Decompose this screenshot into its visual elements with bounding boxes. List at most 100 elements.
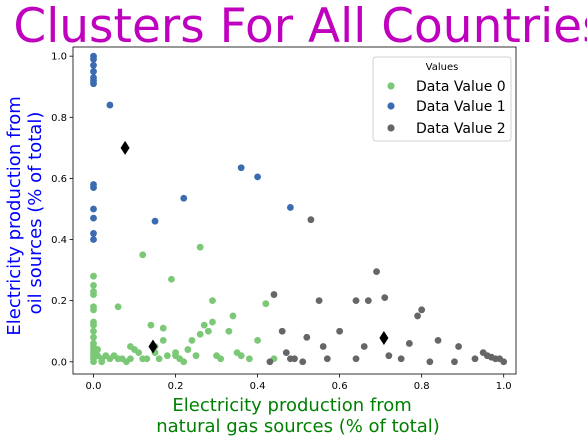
point-series-0 [201,322,208,329]
x-tick-label: 0.6 [332,381,348,392]
point-series-1 [90,236,97,243]
y-axis-label-line-1: Electricity production from [4,96,25,335]
point-series-2 [398,355,405,362]
legend-label-0: Data Value 0 [416,79,506,95]
point-series-0 [127,355,134,362]
y-tick-label: 0.4 [51,235,67,246]
point-series-2 [361,343,368,350]
point-series-2 [316,297,323,304]
point-series-2 [279,328,286,335]
point-series-0 [160,337,167,344]
y-tick-label: 1.0 [51,52,67,63]
point-series-2 [336,328,343,335]
point-series-2 [385,352,392,359]
point-series-1 [90,68,97,75]
point-series-0 [254,337,261,344]
point-series-1 [90,206,97,213]
point-series-0 [205,328,212,335]
x-axis-label: Electricity production from natural gas … [156,395,440,437]
x-axis: 0.0 0.2 0.4 0.6 0.8 1.0 [86,374,512,392]
point-series-0 [197,244,204,251]
point-series-0 [238,352,245,359]
point-series-0 [90,291,97,298]
point-series-0 [90,306,97,313]
point-series-2 [324,355,331,362]
x-tick-label: 0.4 [250,381,266,392]
point-series-0 [90,273,97,280]
point-series-1 [90,80,97,87]
point-series-0 [225,328,232,335]
x-tick-label: 0.0 [86,381,102,392]
point-series-2 [472,355,479,362]
point-series-0 [143,355,150,362]
x-axis-label-line-1: Electricity production from [172,395,411,416]
point-series-1 [152,218,159,225]
point-series-1 [90,184,97,191]
point-series-2 [271,291,278,298]
x-tick-label: 0.2 [168,381,184,392]
x-axis-label-line-2: natural gas sources (% of total) [156,416,440,437]
point-series-0 [246,355,253,362]
point-series-2 [365,297,372,304]
x-tick-label: 0.8 [414,381,430,392]
point-series-2 [320,343,327,350]
point-series-2 [353,355,360,362]
point-series-2 [283,349,290,356]
point-series-0 [148,322,155,329]
legend-label-2: Data Value 2 [416,121,506,137]
legend-marker-2 [387,124,394,131]
point-series-1 [287,204,294,211]
y-tick-label: 0.2 [51,296,67,307]
point-series-1 [180,195,187,202]
point-series-0 [90,328,97,335]
point-series-0 [193,352,200,359]
point-series-2 [418,306,425,313]
point-series-0 [115,303,122,310]
point-series-2 [455,343,462,350]
point-series-2 [414,313,421,320]
y-axis: 0.0 0.2 0.4 0.6 0.8 1.0 [51,52,73,369]
point-series-1 [238,164,245,171]
legend: Values Data Value 0 Data Value 1 Data Va… [373,57,511,141]
point-series-1 [90,56,97,63]
point-series-0 [164,352,171,359]
point-series-0 [197,331,204,338]
point-series-1 [254,173,261,180]
point-series-0 [217,355,224,362]
point-series-2 [500,358,507,365]
legend-title: Values [426,62,459,73]
point-series-0 [139,251,146,258]
point-series-0 [180,358,187,365]
y-axis-label-line-2: oil sources (% of total) [25,112,46,315]
y-tick-label: 0.8 [51,113,67,124]
point-series-0 [90,358,97,365]
point-series-2 [406,340,413,347]
point-series-0 [184,346,191,353]
point-series-0 [209,297,216,304]
chart-title: Clusters For All Countries [13,0,587,54]
point-series-2 [373,268,380,275]
point-series-2 [435,337,442,344]
point-series-2 [451,358,458,365]
y-tick-label: 0.0 [51,357,67,368]
legend-marker-0 [387,82,394,89]
point-series-0 [168,276,175,283]
point-series-2 [299,358,306,365]
point-series-2 [287,355,294,362]
point-series-0 [209,319,216,326]
point-series-0 [172,349,179,356]
point-series-0 [90,334,97,341]
point-series-0 [189,337,196,344]
point-series-0 [230,313,237,320]
point-series-1 [90,230,97,237]
x-tick-label: 1.0 [496,381,512,392]
point-series-2 [266,358,273,365]
point-series-2 [381,294,388,301]
point-series-0 [135,349,142,356]
legend-marker-1 [387,102,394,109]
point-series-0 [160,325,167,332]
point-series-0 [156,355,163,362]
point-series-2 [426,358,433,365]
point-series-0 [94,346,101,353]
